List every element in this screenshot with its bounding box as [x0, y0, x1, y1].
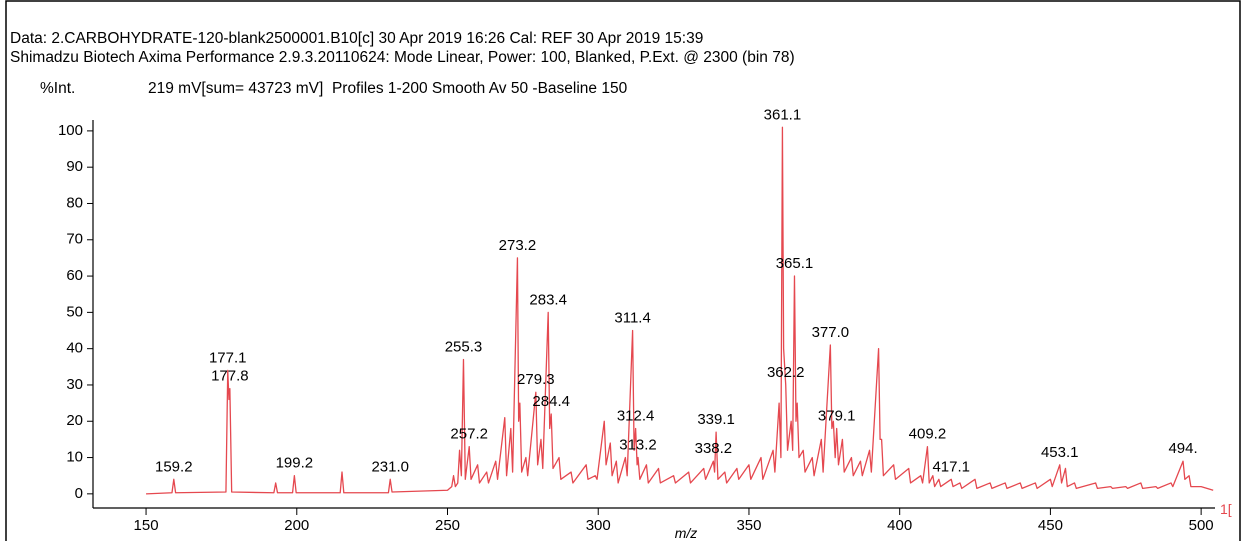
y-tick-label: 60 [66, 267, 83, 284]
peak-label: 312.4 [617, 408, 655, 425]
peak-label: 379.1 [818, 408, 856, 425]
peak-label: 409.2 [909, 426, 947, 443]
y-tick-label: 50 [66, 303, 83, 320]
peak-label: 159.2 [155, 458, 193, 475]
y-tick-label: 20 [66, 412, 83, 429]
frame [5, 0, 1241, 541]
y-tick-label: 30 [66, 376, 83, 393]
x-tick-label: 250 [435, 517, 460, 534]
peak-label: 311.4 [614, 310, 650, 327]
peak-label: 494. [1168, 440, 1197, 457]
x-tick-label: 350 [736, 517, 761, 534]
peak-label: 377.0 [812, 324, 850, 341]
x-tick-label: 450 [1038, 517, 1063, 534]
info-line: 219 mV[sum= 43723 mV] Profiles 1-200 Smo… [148, 80, 628, 97]
peak-label: 362.2 [767, 364, 805, 381]
y-axis-label: %Int. [40, 80, 75, 97]
y-tick-label: 80 [66, 194, 83, 211]
peak-label: 417.1 [932, 458, 970, 475]
peak-label: 255.3 [445, 339, 483, 356]
x-tick-label: 300 [586, 517, 611, 534]
peak-label: 284.4 [532, 393, 570, 410]
y-tick-label: 90 [66, 158, 83, 175]
peak-label: 361.1 [764, 106, 802, 123]
peak-label: 177.1 [209, 349, 247, 366]
peak-label: 338.2 [695, 440, 733, 457]
peak-label: 313.2 [619, 437, 657, 454]
y-tick-label: 70 [66, 231, 83, 248]
peak-label: 365.1 [776, 255, 814, 272]
y-tick-label: 100 [58, 122, 83, 139]
peak-label: 339.1 [697, 411, 735, 428]
peak-label: 453.1 [1041, 444, 1079, 461]
chart-title: Data: 2.CARBOHYDRATE-120-blank2500001.B1… [10, 30, 703, 47]
y-tick-label: 10 [66, 449, 83, 466]
peak-label: 231.0 [371, 458, 409, 475]
x-tick-label: 200 [284, 517, 309, 534]
y-tick-label: 0 [75, 485, 83, 502]
x-axis-label: m/z [675, 525, 698, 541]
peak-label: 177.8 [211, 368, 249, 385]
spectrum-line [146, 126, 1214, 495]
x-edge-label: 1[ [1220, 501, 1232, 517]
x-tick-label: 150 [134, 517, 159, 534]
peak-label: 273.2 [499, 237, 537, 254]
x-tick-label: 500 [1189, 517, 1214, 534]
chart-subtitle: Shimadzu Biotech Axima Performance 2.9.3… [10, 49, 795, 66]
peak-label: 199.2 [276, 455, 314, 472]
peak-label: 283.4 [529, 291, 567, 308]
x-tick-label: 400 [887, 517, 912, 534]
peak-label: 279.3 [517, 371, 555, 388]
y-tick-label: 40 [66, 340, 83, 357]
peak-label: 257.2 [450, 426, 488, 443]
